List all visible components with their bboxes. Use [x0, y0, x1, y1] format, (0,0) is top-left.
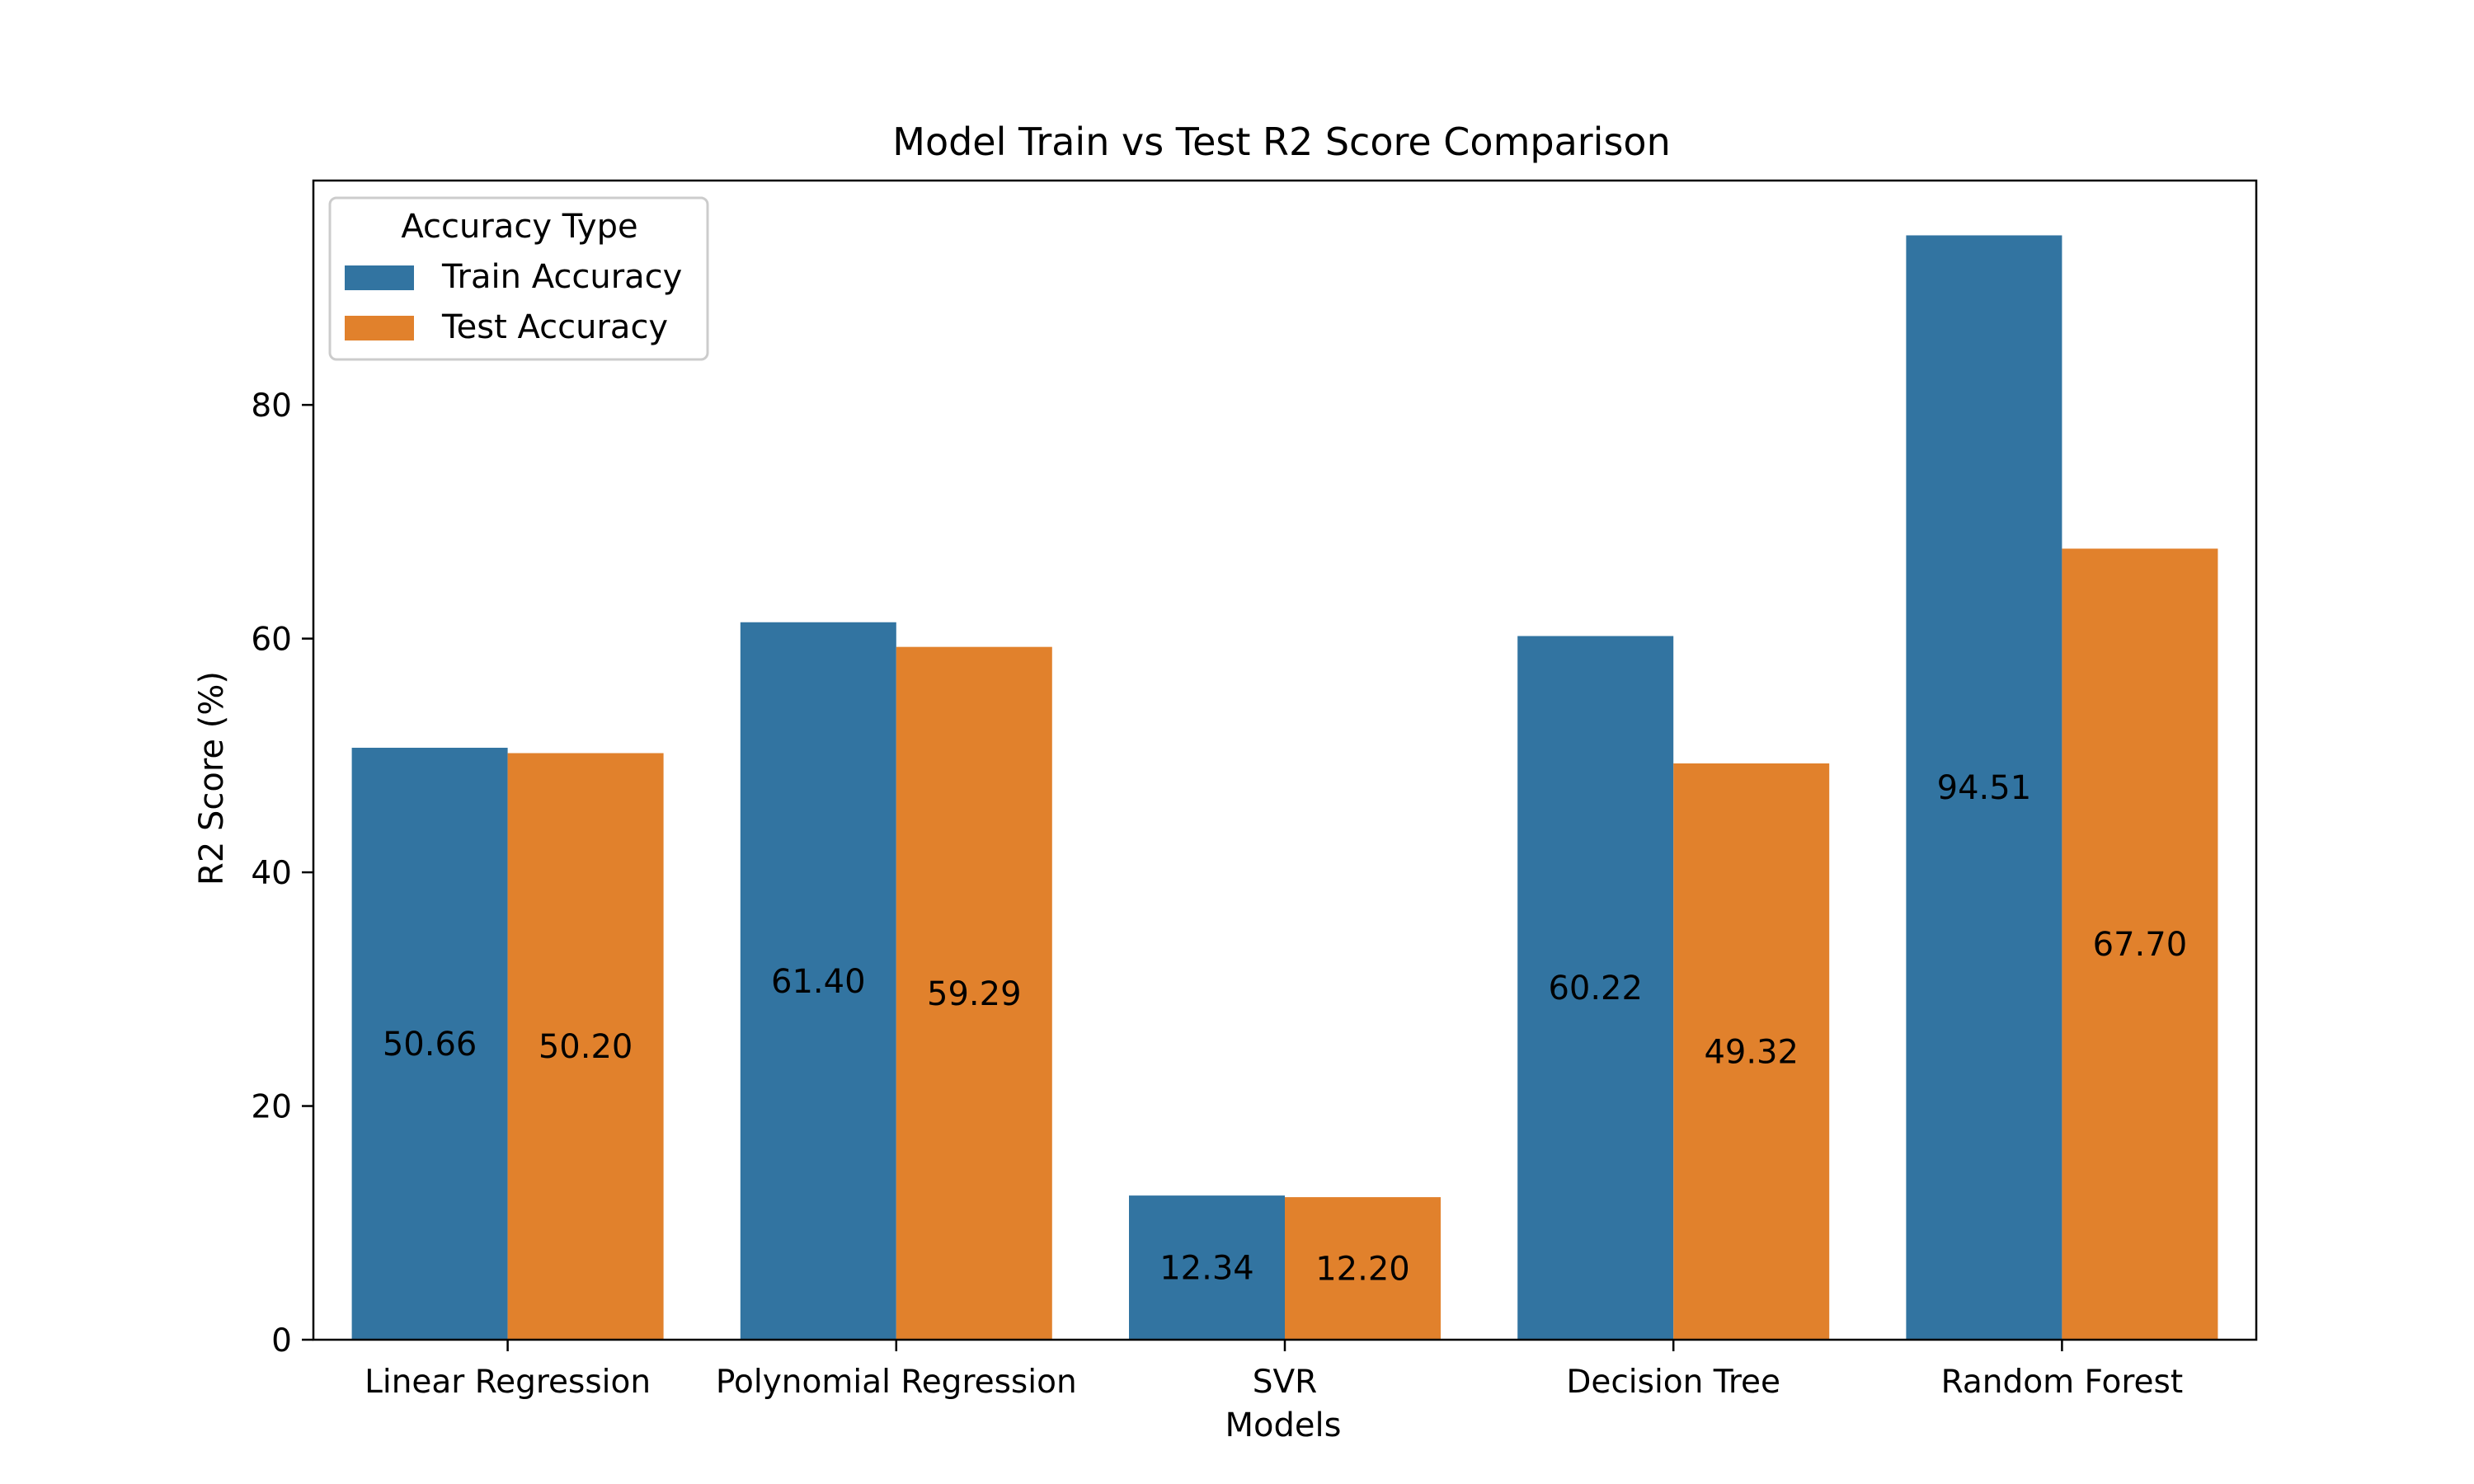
chart-title: Model Train vs Test R2 Score Comparison: [892, 120, 1670, 164]
bar-test: [1673, 763, 1830, 1340]
bar-train: [1906, 235, 2062, 1341]
y-tick-label: 20: [251, 1089, 292, 1126]
x-axis-label: Models: [1225, 1407, 1342, 1444]
bar-test: [896, 646, 1052, 1340]
y-tick-label: 40: [251, 855, 292, 892]
legend-label-train: Train Accuracy: [441, 258, 682, 296]
bar-value-label: 60.22: [1548, 970, 1643, 1007]
legend-swatch-train: [345, 265, 414, 290]
x-tick-label: Linear Regression: [365, 1364, 651, 1401]
y-axis-label: R2 Score (%): [193, 671, 231, 885]
x-tick-label: SVR: [1253, 1364, 1318, 1401]
legend-frame: [328, 196, 709, 361]
bar-train: [1129, 1195, 1285, 1340]
bar-value-label: 50.66: [383, 1026, 477, 1064]
bar-value-label: 50.20: [539, 1028, 633, 1066]
bar-train: [740, 622, 896, 1340]
bar-value-label: 67.70: [2093, 926, 2188, 964]
bar-value-label: 12.34: [1159, 1250, 1254, 1288]
y-tick-label: 0: [271, 1322, 292, 1360]
bar-test: [507, 753, 664, 1340]
bar-value-label: 94.51: [1937, 769, 2032, 807]
bar-test: [2062, 548, 2218, 1340]
axes-frame: [312, 179, 2258, 1341]
bar-value-label: 61.40: [771, 963, 866, 1001]
legend: Accuracy Type Train Accuracy Test Accura…: [328, 196, 709, 361]
bar-value-label: 12.20: [1315, 1251, 1410, 1289]
bar-value-label: 59.29: [927, 975, 1022, 1013]
legend-title: Accuracy Type: [401, 208, 637, 246]
legend-swatch-test: [345, 316, 414, 340]
bar-train: [1517, 636, 1674, 1340]
x-tick-label: Polynomial Regression: [716, 1364, 1077, 1401]
x-tick-label: Random Forest: [1941, 1364, 2184, 1401]
x-tick-label: Decision Tree: [1566, 1364, 1780, 1401]
plot-area: 50.66 50.20 Linear Regression 61.40 59.29 Pol…: [251, 179, 2258, 1401]
y-tick-label: 60: [251, 622, 292, 659]
y-tick-label: 80: [251, 387, 292, 425]
bar-value-label: 49.32: [1704, 1033, 1799, 1071]
bar-train: [351, 747, 508, 1340]
legend-label-test: Test Accuracy: [441, 308, 668, 346]
bar-test: [1285, 1197, 1441, 1340]
